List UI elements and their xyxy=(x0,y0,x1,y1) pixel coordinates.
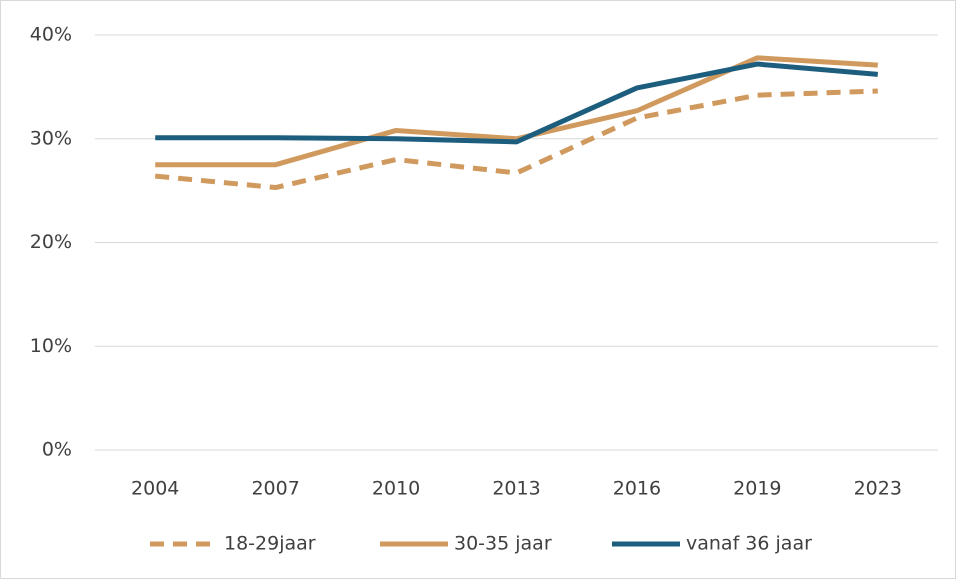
y-tick-label: 30% xyxy=(30,127,72,149)
x-tick-label: 2016 xyxy=(613,478,661,500)
legend-label: 18-29jaar xyxy=(224,533,316,555)
y-tick-label: 20% xyxy=(30,231,72,253)
x-tick-label: 2004 xyxy=(131,478,179,500)
y-tick-label: 0% xyxy=(42,439,72,461)
x-tick-label: 2007 xyxy=(251,478,299,500)
legend-label: vanaf 36 jaar xyxy=(686,533,812,555)
legend-label: 30-35 jaar xyxy=(454,533,552,555)
series-line xyxy=(155,55,878,168)
y-tick-label: 10% xyxy=(30,335,72,357)
series-line xyxy=(154,88,878,191)
series-line xyxy=(155,61,879,145)
x-tick-label: 2019 xyxy=(733,478,781,500)
x-tick-label: 2010 xyxy=(372,478,420,500)
x-tick-label: 2023 xyxy=(854,478,902,500)
y-tick-label: 40% xyxy=(30,24,72,46)
x-tick-label: 2013 xyxy=(492,478,540,500)
